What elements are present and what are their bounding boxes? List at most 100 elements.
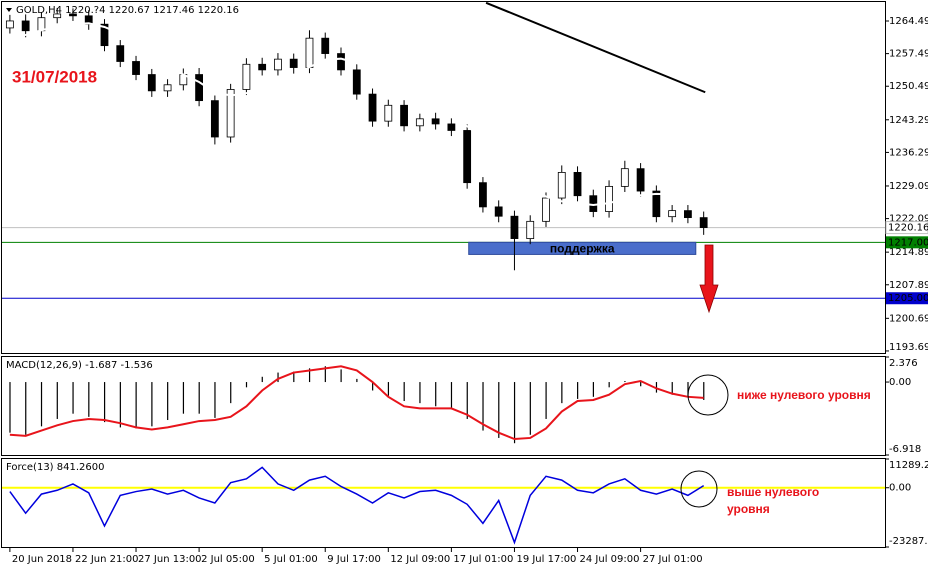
menu-triangle [6,8,12,12]
y-tick-label: 1193.69 [889,342,928,353]
macd-bar [372,382,374,391]
x-tick-label: 9 Jul 17:00 [327,554,381,565]
candle-body [100,23,109,47]
candle-body [447,123,456,131]
y-tick-label: 0.00 [889,483,911,494]
macd-bar [640,382,642,387]
macd-bar [88,382,90,417]
y-tick-label: 1222.09 [889,214,928,225]
main-frame [1,1,886,354]
candle-body [132,61,140,75]
candle-body [21,20,30,32]
y-tick-label: 1250.49 [889,81,928,92]
macd-bar [151,382,153,427]
signal-line [9,365,704,441]
x-tick-label: 5 Jul 01:00 [264,554,318,565]
x-tick-label: 27 Jun 13:00 [138,554,202,565]
y-tick-label: 1207.89 [889,280,928,291]
level-label: 1205.00 [888,293,928,304]
candle-body [226,89,235,138]
macd-bar [340,369,342,383]
macd-bar [703,382,705,400]
candle-body [210,100,219,138]
macd-bar [182,382,185,414]
force-frame [1,458,886,548]
frames [1,1,886,548]
x-tick-label: 20 Jun 2018 [12,554,72,565]
y-tick-label: 1264.49 [889,16,928,27]
x-tick-label: 27 Jul 01:00 [643,554,703,565]
y-tick-label: 1243.29 [889,115,928,126]
last-price-tag [885,221,928,235]
candle-body [668,210,677,218]
x-tick-label: 17 Jul 01:00 [453,554,513,565]
candle-body [652,190,661,218]
macd-bar [9,382,11,433]
x-tick-label: 12 Jul 09:00 [390,554,450,565]
macd-bar [25,382,27,435]
macd-bar [119,382,121,428]
x-tick-label: 22 Jun 21:00 [75,554,139,565]
macd-bar [435,382,437,407]
macd-bar [324,366,326,383]
trend-line [485,1,706,94]
candle-body [699,217,708,228]
candle-body [479,182,487,208]
y-tick-label: 1200.69 [889,313,928,324]
candle-body [368,93,377,122]
candle-body [274,58,282,71]
candle-body [557,172,566,199]
macd-bar [608,382,610,388]
force-line [9,466,705,545]
last-price-label: 1220.16 [888,223,928,234]
support-zone [468,241,697,255]
force-circle [680,470,718,508]
level-tag [886,292,928,305]
macd-bar [103,382,106,423]
macd-bar [308,368,311,383]
y-tick-label: 2.376 [889,358,918,369]
macd-bar [293,371,295,383]
y-tick-label: 1229.09 [889,181,928,192]
candle-body [5,20,14,29]
macd-bar [529,382,531,435]
force-annotation: выше нулевого [727,485,819,499]
candle-body [620,168,629,187]
macd-circle [687,374,729,416]
macd-bar [72,382,74,414]
y-tick-label: 1257.49 [889,49,928,60]
macd-bar [230,382,232,404]
macd-bar [277,372,279,383]
level-tag [886,236,928,249]
candle-body [289,58,298,68]
macd-bar [545,382,547,419]
y-tick-label: -23287.89 [889,536,928,547]
candle-body [589,195,598,212]
candle-body [384,104,393,122]
macd-bar [577,382,579,399]
macd-bar [482,382,484,431]
x-tick-label: 24 Jul 09:00 [580,554,640,565]
support-label: поддержка [550,242,615,256]
candle-body [415,118,424,127]
candle-body [147,74,156,92]
macd-bar [561,382,563,404]
candle-body [242,63,251,90]
macd-bar [513,382,516,444]
candle-body [463,130,472,184]
macd-bar [624,380,626,383]
macd-bar [167,382,169,421]
macd-bar [419,382,421,404]
candle-body [69,13,77,17]
down-arrow [699,244,719,314]
macd-bar [56,382,58,419]
macd-bar [356,378,358,383]
macd-bar [592,382,594,397]
force-header: Force(13) 841.2600 [6,462,104,473]
candle-body [605,185,613,212]
x-tick-label: 2 Jul 05:00 [201,554,255,565]
macd-bar [403,382,405,402]
